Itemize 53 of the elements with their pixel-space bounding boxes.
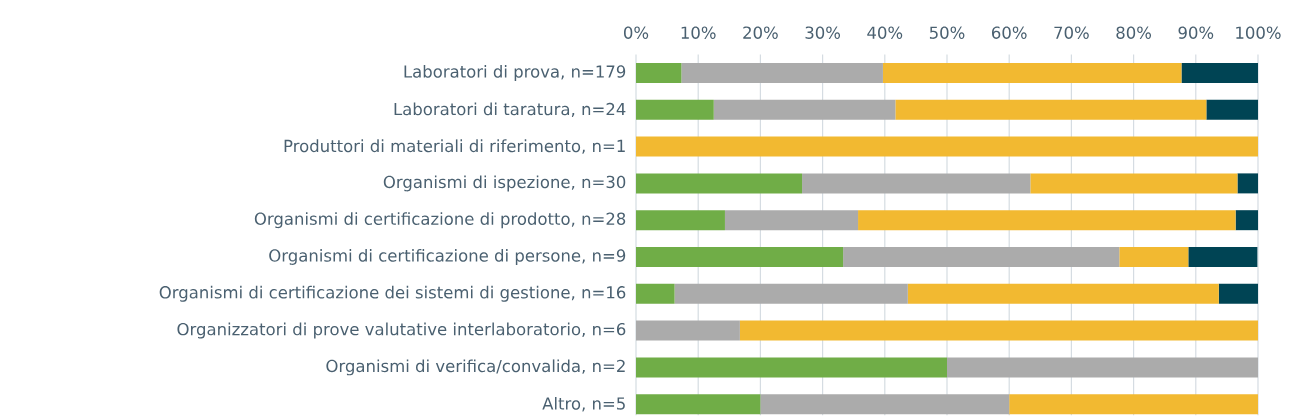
bar xyxy=(636,210,725,231)
bar xyxy=(724,210,859,231)
bar xyxy=(1237,173,1258,194)
bar xyxy=(882,63,1182,84)
x-tick-label: 0% xyxy=(624,26,649,39)
bar xyxy=(1030,173,1238,194)
bar xyxy=(1188,247,1258,268)
y-tick-label: Organizzatori di prove valutative interlaboratorio, n=6 xyxy=(177,322,626,339)
x-tick-label: 70% xyxy=(1054,26,1089,39)
bar xyxy=(843,247,1120,268)
bar xyxy=(947,357,1258,378)
bar xyxy=(674,283,908,304)
bar xyxy=(636,63,682,84)
y-tick-label: Organismi di certificazione dei sistemi di gestione, n=16 xyxy=(159,285,626,302)
bar xyxy=(636,247,844,268)
x-tick-label: 100% xyxy=(1236,26,1281,39)
bar xyxy=(636,136,1258,157)
y-tick-label: Organismi di ispezione, n=30 xyxy=(383,175,626,192)
y-tick-label: Laboratori di prova, n=179 xyxy=(404,65,626,82)
bar xyxy=(1181,63,1258,84)
x-tick-label: 40% xyxy=(867,26,903,39)
bar xyxy=(1119,247,1189,268)
x-tick-label: 90% xyxy=(1178,26,1214,39)
y-tick-label: Produttori di materiali di riferimento, n=1 xyxy=(284,139,625,154)
bar xyxy=(636,283,675,304)
x-tick-label: 20% xyxy=(743,26,778,39)
bar xyxy=(858,210,1236,231)
bar xyxy=(1235,210,1258,231)
bar xyxy=(713,99,896,120)
y-tick-label: Altro, n=5 xyxy=(542,397,625,412)
bar xyxy=(636,173,803,194)
x-tick-label: 10% xyxy=(681,26,716,39)
bar xyxy=(739,320,1258,341)
bar xyxy=(1206,99,1258,120)
bar xyxy=(1218,283,1258,304)
x-tick-label: 50% xyxy=(929,26,965,39)
x-tick-label: 80% xyxy=(1116,26,1152,39)
x-tick-label: 30% xyxy=(805,26,841,39)
bar xyxy=(681,63,883,84)
bar xyxy=(636,99,714,120)
x-tick-label: 60% xyxy=(992,26,1027,39)
y-tick-label: Organismi di certificazione di persone, n=9 xyxy=(269,249,626,266)
bar xyxy=(636,357,947,378)
bar xyxy=(1009,394,1258,415)
y-tick-label: Laboratori di taratura, n=24 xyxy=(394,102,626,118)
bar xyxy=(636,320,740,341)
bar xyxy=(636,394,761,415)
bar xyxy=(802,173,1031,194)
y-tick-label: Organismi di certificazione di prodotto, n=28 xyxy=(254,212,626,229)
bar xyxy=(907,283,1219,304)
y-tick-label: Organismi di verifica/convalida, n=2 xyxy=(326,359,625,376)
bar xyxy=(895,99,1207,120)
bar xyxy=(760,394,1010,415)
